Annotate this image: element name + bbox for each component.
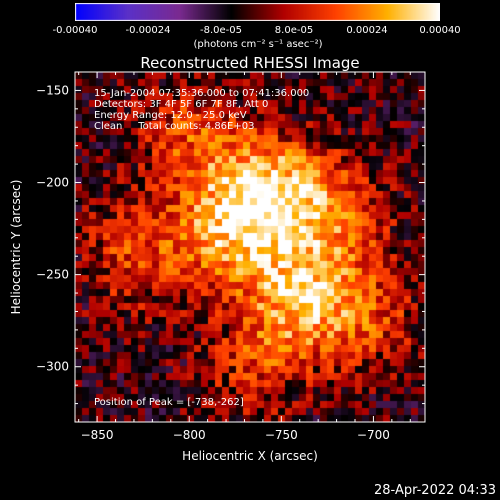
y-tick-label: −250 [36, 268, 69, 282]
info-time: 15-Jan-2004 07:35:36.000 to 07:41:36.000 [94, 88, 310, 99]
colorbar-tick-labels: -0.00040 -0.00024 -8.0e-05 8.0e-05 0.00024 0.… [0, 25, 500, 39]
colorbar-tick-label: 8.0e-05 [274, 25, 314, 36]
y-tick-label: −200 [36, 176, 69, 190]
colorbar-tick-label: -0.00040 [52, 25, 98, 36]
info-detectors: Detectors: 3F 4F 5F 6F 7F 8F, Att 0 [94, 99, 269, 110]
x-axis-label: Heliocentric X (arcsec) [182, 449, 318, 463]
x-tick-label: −800 [173, 428, 206, 442]
x-tick-label: −850 [81, 428, 114, 442]
colorbar-tick-label: 0.00040 [419, 25, 461, 36]
colorbar [75, 3, 440, 21]
colorbar-tick-label: -8.0e-05 [200, 25, 242, 36]
peak-position-label: Position of Peak = [-738,-262] [94, 397, 244, 408]
x-tick-label: −700 [357, 428, 390, 442]
y-axis-label: Heliocentric Y (arcsec) [9, 179, 23, 315]
info-energy: Energy Range: 12.0 - 25.0 keV [94, 110, 247, 121]
info-method: Clean Total counts: 4.86E+03 [94, 121, 255, 132]
colorbar-tick-label: -0.00024 [125, 25, 171, 36]
y-tick-label: −150 [36, 83, 69, 97]
plot-title: Reconstructed RHESSI Image [140, 54, 360, 72]
timestamp: 28-Apr-2022 04:33 [374, 483, 496, 498]
colorbar-tick-label: 0.00024 [346, 25, 388, 36]
y-tick-label: −300 [36, 360, 69, 374]
colorbar-unit-label: (photons cm⁻² s⁻¹ asec⁻²) [193, 39, 323, 50]
x-tick-label: −750 [265, 428, 298, 442]
